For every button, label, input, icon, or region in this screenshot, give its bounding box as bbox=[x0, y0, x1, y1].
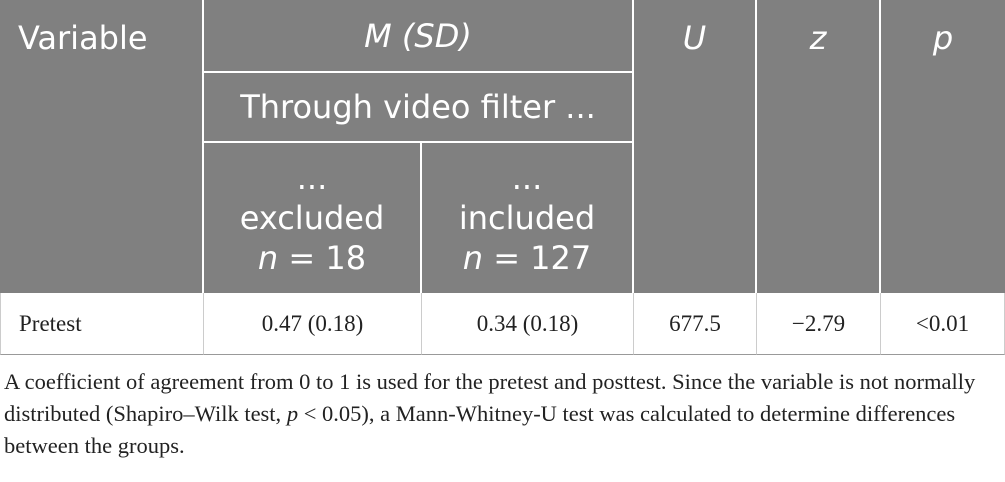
header-cell: ... included n = 127 bbox=[422, 143, 632, 293]
cell-text: <0.01 bbox=[915, 310, 970, 336]
cell-text: −2.79 bbox=[791, 310, 846, 336]
header-text: Through video filter ... bbox=[240, 88, 596, 126]
header-text: z bbox=[809, 19, 827, 57]
cell: Pretest bbox=[0, 293, 204, 355]
cell: 677.5 bbox=[634, 293, 757, 355]
header-text: = 127 bbox=[493, 239, 592, 277]
header-text: U bbox=[682, 19, 707, 57]
header-text: p bbox=[932, 19, 954, 57]
header-text: n bbox=[257, 239, 279, 277]
header-text: excluded bbox=[239, 199, 385, 237]
cell-text: 0.47 (0.18) bbox=[261, 310, 364, 336]
table-note: A coefficient of agreement from 0 to 1 i… bbox=[4, 366, 1004, 462]
header-text: included bbox=[458, 199, 596, 237]
cell: 0.34 (0.18) bbox=[422, 293, 634, 355]
header-cell: z bbox=[757, 0, 879, 293]
header-cell: p bbox=[881, 0, 1005, 293]
cell: 0.47 (0.18) bbox=[204, 293, 422, 355]
note-text: A coefficient of agreement from 0 to 1 i… bbox=[4, 369, 976, 426]
cell: −2.79 bbox=[757, 293, 881, 355]
header-cell: M (SD) bbox=[204, 0, 632, 71]
header-text: M (SD) bbox=[364, 16, 472, 55]
note-text: p bbox=[286, 401, 299, 426]
header-text: Variable bbox=[18, 19, 148, 57]
header-cell: U bbox=[634, 0, 755, 293]
cell-text: 0.34 (0.18) bbox=[476, 310, 579, 336]
header-cell: Through video filter ... bbox=[204, 73, 632, 141]
header-text: = 18 bbox=[288, 239, 367, 277]
header-text: n bbox=[462, 239, 484, 277]
header-text: ... bbox=[296, 159, 328, 197]
cell-text: 677.5 bbox=[669, 310, 721, 336]
cell: <0.01 bbox=[881, 293, 1005, 355]
note-text: < 0.05), a Mann-Whitney-U test was calcu… bbox=[4, 401, 956, 458]
cell-text: Pretest bbox=[19, 310, 82, 336]
header-text: ... bbox=[511, 159, 543, 197]
header-cell: Variable bbox=[0, 0, 202, 293]
header-cell: ... excluded n = 18 bbox=[204, 143, 420, 293]
